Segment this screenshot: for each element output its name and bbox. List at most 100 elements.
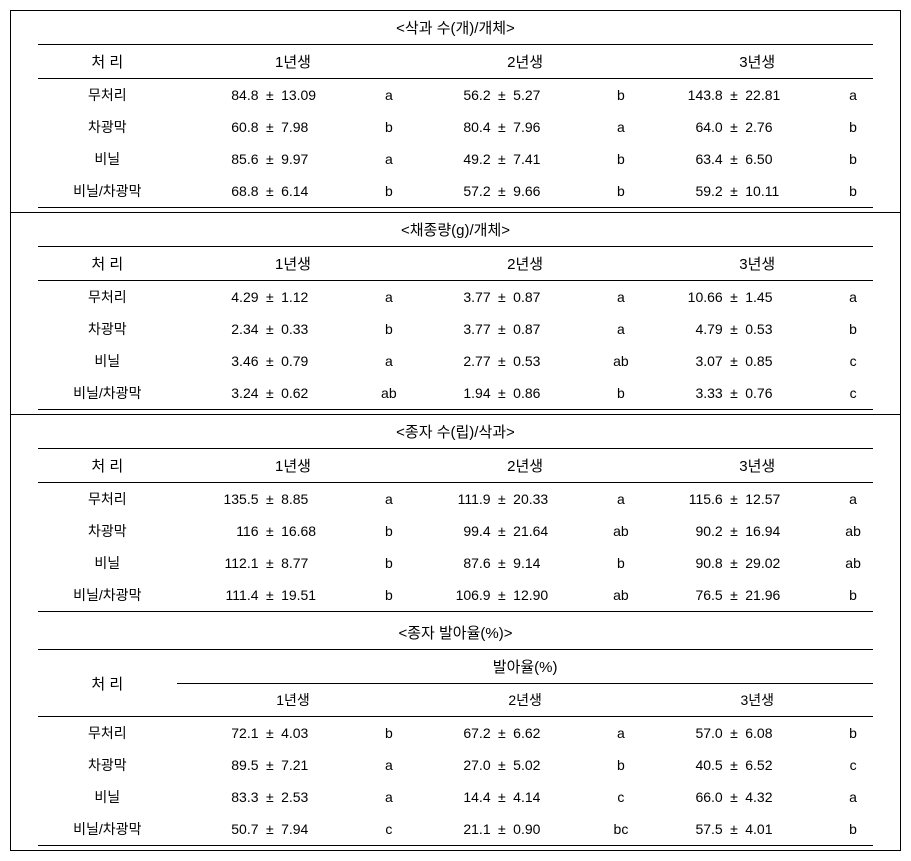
row-group: a — [363, 781, 409, 813]
pm-symbol: ± — [493, 483, 512, 516]
col-header-1: 1년생 — [177, 449, 409, 483]
row-value: 27.0 — [409, 749, 493, 781]
row-group: a — [595, 281, 641, 314]
pm-symbol: ± — [725, 483, 744, 516]
row-error: 9.66 — [511, 175, 595, 208]
pm-symbol: ± — [261, 749, 280, 781]
col-header-2: 2년생 — [409, 45, 641, 79]
pm-symbol: ± — [493, 281, 512, 314]
row-error: 12.57 — [743, 483, 827, 516]
pm-symbol: ± — [261, 547, 280, 579]
pm-symbol: ± — [493, 749, 512, 781]
row-error: 9.14 — [511, 547, 595, 579]
row-error: 6.14 — [279, 175, 363, 208]
pm-symbol: ± — [493, 143, 512, 175]
row-group: ab — [595, 515, 641, 547]
row-error: 1.45 — [743, 281, 827, 314]
row-group: b — [363, 111, 409, 143]
pm-symbol: ± — [725, 813, 744, 846]
row-treatment: 비닐/차광막 — [38, 175, 177, 208]
row-value: 57.0 — [641, 717, 725, 750]
pm-symbol: ± — [725, 313, 744, 345]
header-row: 처 리 1년생 2년생 3년생 — [38, 449, 874, 483]
row-group: a — [595, 313, 641, 345]
row-error: 7.96 — [511, 111, 595, 143]
row-group: bc — [595, 813, 641, 846]
pm-symbol: ± — [493, 579, 512, 612]
section-0: <삭과 수(개)/개체> 처 리 1년생 2년생 3년생 무처리 84.8 ± … — [11, 11, 900, 213]
row-value: 57.2 — [409, 175, 493, 208]
treatment-header: 처 리 — [38, 449, 177, 483]
table-row: 비닐/차광막 50.7 ± 7.94 c 21.1 ± 0.90 bc 57.5… — [38, 813, 874, 846]
row-group: b — [595, 175, 641, 208]
col-header-3: 3년생 — [641, 247, 873, 281]
row-group: c — [827, 749, 874, 781]
row-error: 7.94 — [279, 813, 363, 846]
row-value: 56.2 — [409, 79, 493, 112]
row-value: 50.7 — [177, 813, 261, 846]
col-header-3: 3년생 — [641, 684, 873, 717]
table-row: 비닐/차광막 3.24 ± 0.62 ab 1.94 ± 0.86 b 3.33… — [38, 377, 874, 410]
row-group: c — [363, 813, 409, 846]
treatment-header: 처 리 — [38, 45, 177, 79]
row-value: 80.4 — [409, 111, 493, 143]
row-treatment: 비닐 — [38, 781, 177, 813]
row-error: 19.51 — [279, 579, 363, 612]
row-group: a — [363, 483, 409, 516]
pm-symbol: ± — [493, 377, 512, 410]
pm-symbol: ± — [261, 143, 280, 175]
row-treatment: 비닐 — [38, 547, 177, 579]
pm-symbol: ± — [725, 579, 744, 612]
row-value: 57.5 — [641, 813, 725, 846]
header-row: 처 리 1년생 2년생 3년생 — [38, 45, 874, 79]
row-value: 2.34 — [177, 313, 261, 345]
row-value: 87.6 — [409, 547, 493, 579]
row-value: 115.6 — [641, 483, 725, 516]
row-value: 116 — [177, 515, 261, 547]
germination-table: 처 리 발아율(%) 1년생 2년생 3년생 무처리 72.1 ± 4.03 b… — [38, 649, 874, 846]
row-error: 0.87 — [511, 281, 595, 314]
row-error: 21.96 — [743, 579, 827, 612]
row-group: ab — [595, 345, 641, 377]
row-error: 22.81 — [743, 79, 827, 112]
row-treatment: 무처리 — [38, 483, 177, 516]
row-error: 0.85 — [743, 345, 827, 377]
row-group: b — [363, 547, 409, 579]
row-value: 21.1 — [409, 813, 493, 846]
row-group: ab — [827, 547, 874, 579]
section-title: <종자 발아율(%)> — [11, 616, 900, 649]
col-header-2: 2년생 — [409, 449, 641, 483]
pm-symbol: ± — [725, 143, 744, 175]
col-header-1: 1년생 — [177, 247, 409, 281]
pm-symbol: ± — [261, 781, 280, 813]
row-error: 0.76 — [743, 377, 827, 410]
pm-symbol: ± — [261, 515, 280, 547]
pm-symbol: ± — [725, 345, 744, 377]
row-treatment: 비닐/차광막 — [38, 813, 177, 846]
table-row: 차광막 116 ± 16.68 b 99.4 ± 21.64 ab 90.2 ±… — [38, 515, 874, 547]
germination-header-row1: 처 리 발아율(%) — [38, 650, 874, 684]
row-group: b — [595, 749, 641, 781]
table-row: 무처리 72.1 ± 4.03 b 67.2 ± 6.62 a 57.0 ± 6… — [38, 717, 874, 750]
pm-symbol: ± — [725, 547, 744, 579]
pm-symbol: ± — [261, 175, 280, 208]
row-value: 63.4 — [641, 143, 725, 175]
table-row: 무처리 84.8 ± 13.09 a 56.2 ± 5.27 b 143.8 ±… — [38, 79, 874, 112]
section-germination: <종자 발아율(%)> 처 리 발아율(%) 1년생 2년생 3년생 무처리 7… — [11, 616, 900, 846]
row-group: a — [363, 143, 409, 175]
row-value: 60.8 — [177, 111, 261, 143]
row-error: 21.64 — [511, 515, 595, 547]
row-error: 4.03 — [279, 717, 363, 750]
pm-symbol: ± — [493, 813, 512, 846]
row-error: 4.01 — [743, 813, 827, 846]
row-value: 83.3 — [177, 781, 261, 813]
col-header-2: 2년생 — [409, 684, 641, 717]
row-error: 6.08 — [743, 717, 827, 750]
row-value: 112.1 — [177, 547, 261, 579]
data-table: 처 리 1년생 2년생 3년생 무처리 84.8 ± 13.09 a 56.2 … — [38, 44, 874, 208]
col-header-3: 3년생 — [641, 449, 873, 483]
row-group: a — [363, 79, 409, 112]
pm-symbol: ± — [725, 175, 744, 208]
row-value: 90.2 — [641, 515, 725, 547]
col-header-1: 1년생 — [177, 684, 409, 717]
